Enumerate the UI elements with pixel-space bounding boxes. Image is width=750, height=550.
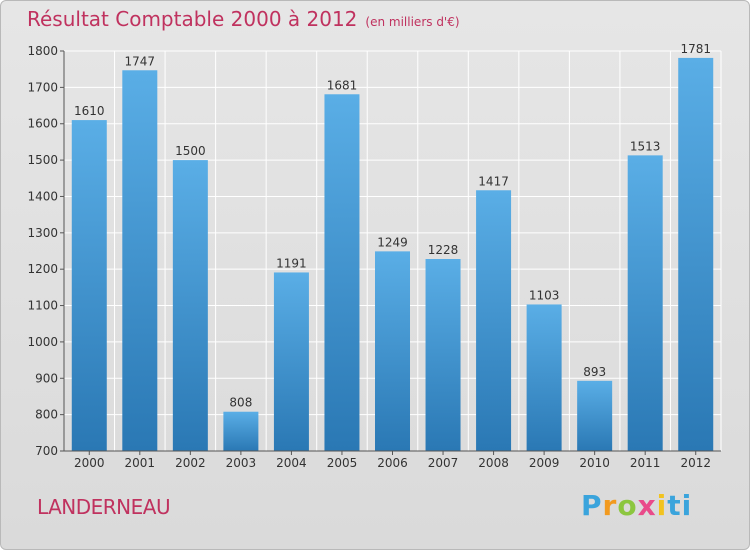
data-label: 1249 bbox=[377, 235, 408, 249]
logo-letter: i bbox=[656, 489, 668, 522]
x-tick-label: 2004 bbox=[276, 456, 307, 470]
bar bbox=[577, 380, 613, 451]
x-tick-label: 2005 bbox=[327, 456, 358, 470]
data-label: 1513 bbox=[630, 139, 661, 153]
y-tick-label: 900 bbox=[35, 371, 58, 385]
data-label: 1103 bbox=[529, 288, 560, 302]
y-tick-label: 1600 bbox=[27, 117, 58, 131]
bar bbox=[324, 94, 360, 451]
logo-letter: o bbox=[617, 489, 638, 522]
y-tick-label: 1000 bbox=[27, 335, 58, 349]
x-tick-label: 2000 bbox=[74, 456, 105, 470]
y-tick-label: 700 bbox=[35, 444, 58, 458]
x-tick-label: 2009 bbox=[529, 456, 560, 470]
chart-title: Résultat Comptable 2000 à 2012 (en millie… bbox=[27, 7, 460, 31]
bars-group bbox=[71, 57, 714, 452]
data-label: 1610 bbox=[74, 104, 105, 118]
x-tick-label: 2012 bbox=[680, 456, 711, 470]
bar bbox=[678, 57, 714, 452]
bar bbox=[172, 160, 208, 451]
data-label: 893 bbox=[583, 365, 606, 379]
axes bbox=[60, 50, 721, 455]
logo-letter: P bbox=[581, 489, 603, 522]
logo-letter: x bbox=[637, 489, 657, 522]
data-label: 1417 bbox=[478, 174, 509, 188]
x-tick-label: 2002 bbox=[175, 456, 206, 470]
chart-title-text: Résultat Comptable 2000 à 2012 bbox=[27, 7, 358, 31]
y-tick-label: 1500 bbox=[27, 153, 58, 167]
data-label: 1228 bbox=[428, 243, 459, 257]
bar bbox=[476, 190, 512, 452]
y-tick-label: 1300 bbox=[27, 226, 58, 240]
bar bbox=[425, 259, 461, 451]
data-label: 1681 bbox=[327, 78, 358, 92]
data-label: 1781 bbox=[680, 42, 711, 56]
chart-subtitle: (en milliers d'€) bbox=[365, 15, 460, 29]
x-tick-label: 2003 bbox=[226, 456, 257, 470]
data-label: 1191 bbox=[276, 256, 307, 270]
data-label: 808 bbox=[229, 396, 252, 410]
x-tick-label: 2010 bbox=[579, 456, 610, 470]
logo-letter: ti bbox=[667, 489, 693, 522]
bar bbox=[526, 304, 562, 451]
bar bbox=[122, 70, 158, 451]
data-label: 1500 bbox=[175, 144, 206, 158]
town-name: LANDERNEAU bbox=[37, 495, 171, 519]
y-tick-label: 1700 bbox=[27, 80, 58, 94]
logo-letter: r bbox=[602, 489, 618, 522]
bar bbox=[375, 251, 410, 451]
y-tick-label: 1200 bbox=[27, 262, 58, 276]
bar bbox=[71, 120, 107, 451]
proxiti-logo: Proxiti bbox=[581, 489, 692, 522]
y-tick-label: 1400 bbox=[27, 189, 58, 203]
x-tick-label: 2007 bbox=[428, 456, 459, 470]
y-tick-label: 1100 bbox=[27, 299, 58, 313]
x-tick-label: 2011 bbox=[630, 456, 661, 470]
x-tick-label: 2001 bbox=[125, 456, 156, 470]
labels-group: 700 800 900 1000 1100 1200 1300 1400 1500 1600 170… bbox=[27, 42, 711, 470]
y-tick-label: 800 bbox=[35, 408, 58, 422]
x-tick-label: 2006 bbox=[377, 456, 408, 470]
y-tick-label: 1800 bbox=[27, 44, 58, 58]
bar bbox=[273, 272, 309, 451]
x-tick-label: 2008 bbox=[478, 456, 509, 470]
bar bbox=[627, 155, 663, 451]
data-label: 1747 bbox=[125, 54, 156, 68]
bar bbox=[223, 411, 259, 451]
